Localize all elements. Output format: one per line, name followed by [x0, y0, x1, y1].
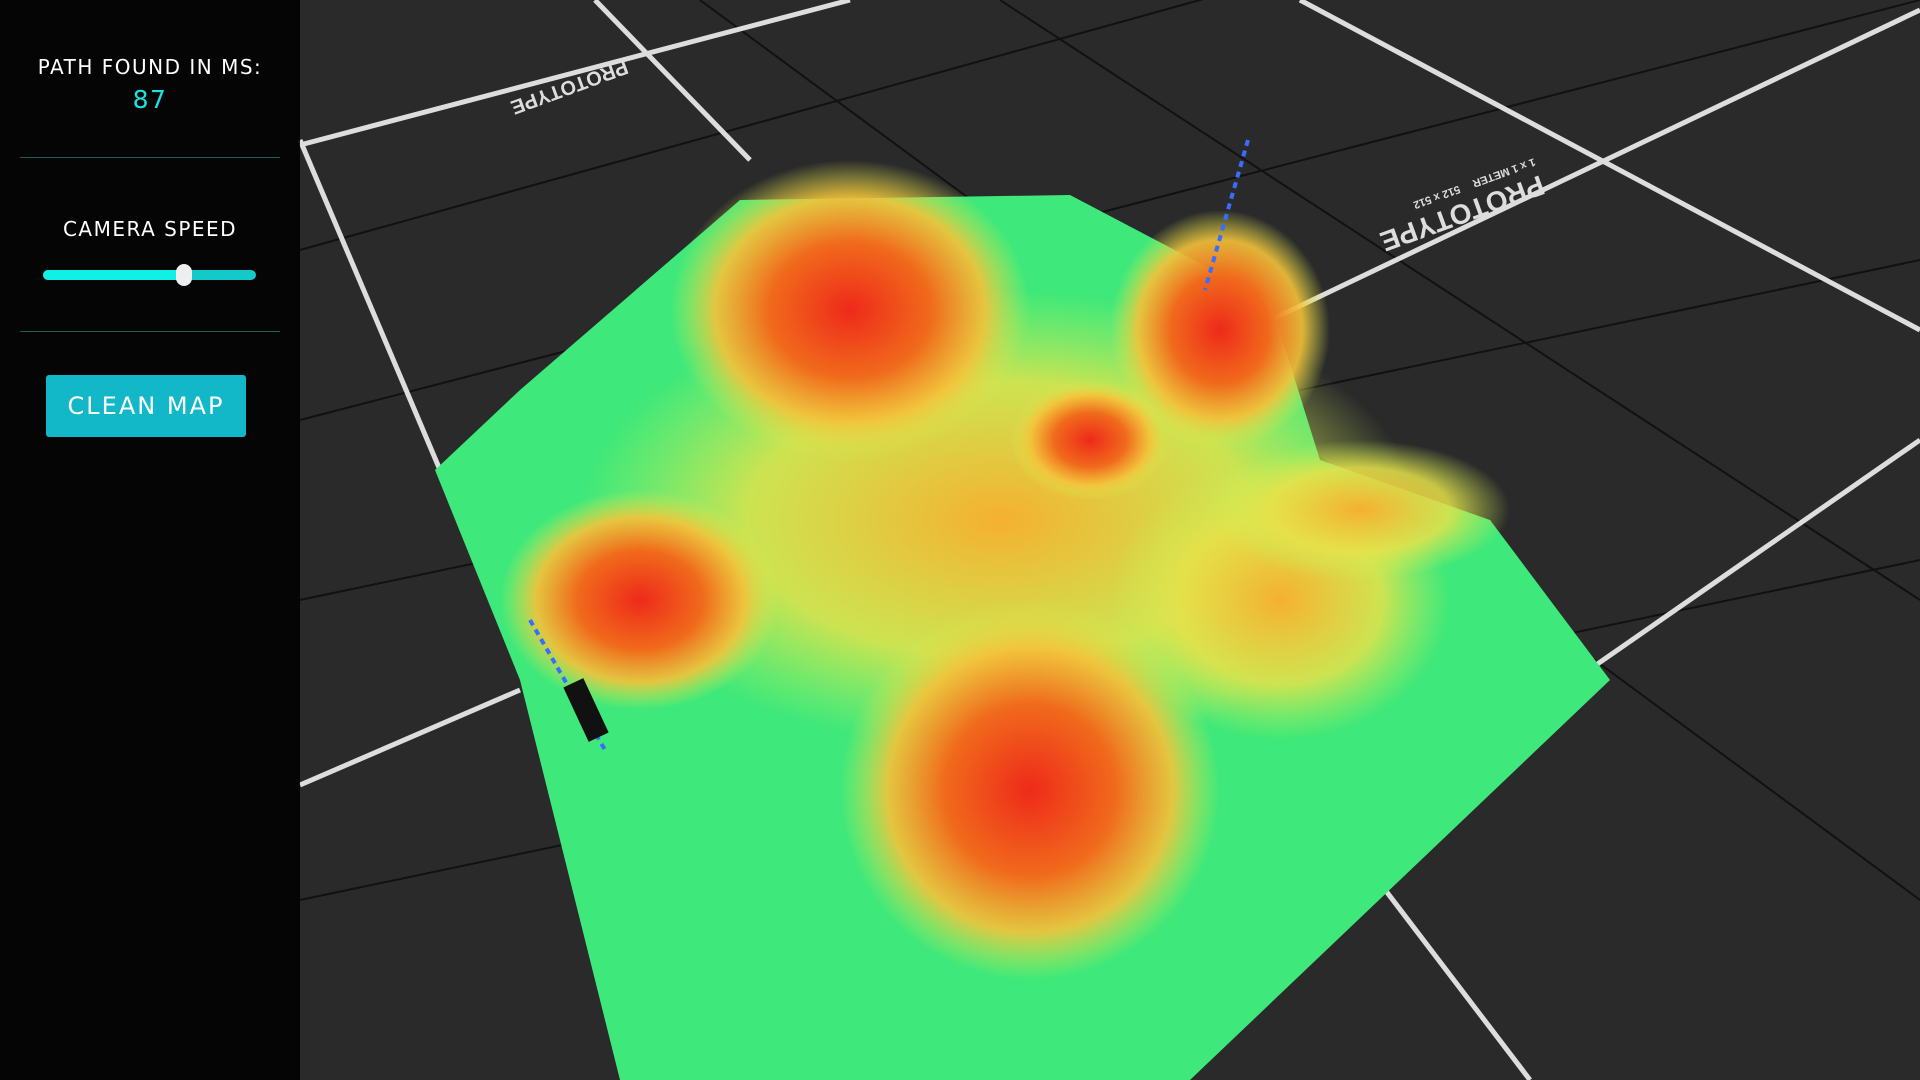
camera-speed-label: CAMERA SPEED [62, 217, 238, 241]
voxel-terrain [435, 160, 1610, 1080]
divider [20, 157, 280, 158]
clean-map-button[interactable]: CLEAN MAP [46, 375, 246, 437]
sidebar-panel: PATH FOUND IN MS: 87 CAMERA SPEED CLEAN … [0, 0, 300, 1080]
camera-speed-slider[interactable] [43, 264, 256, 286]
floor-grid-major [297, 0, 1920, 1080]
path-found-value: 87 [132, 85, 168, 114]
agent-marker [563, 678, 609, 742]
path-found-label: PATH FOUND IN MS: [37, 55, 263, 79]
slider-fill [43, 270, 184, 280]
slider-thumb[interactable] [175, 264, 192, 286]
divider [20, 331, 280, 332]
